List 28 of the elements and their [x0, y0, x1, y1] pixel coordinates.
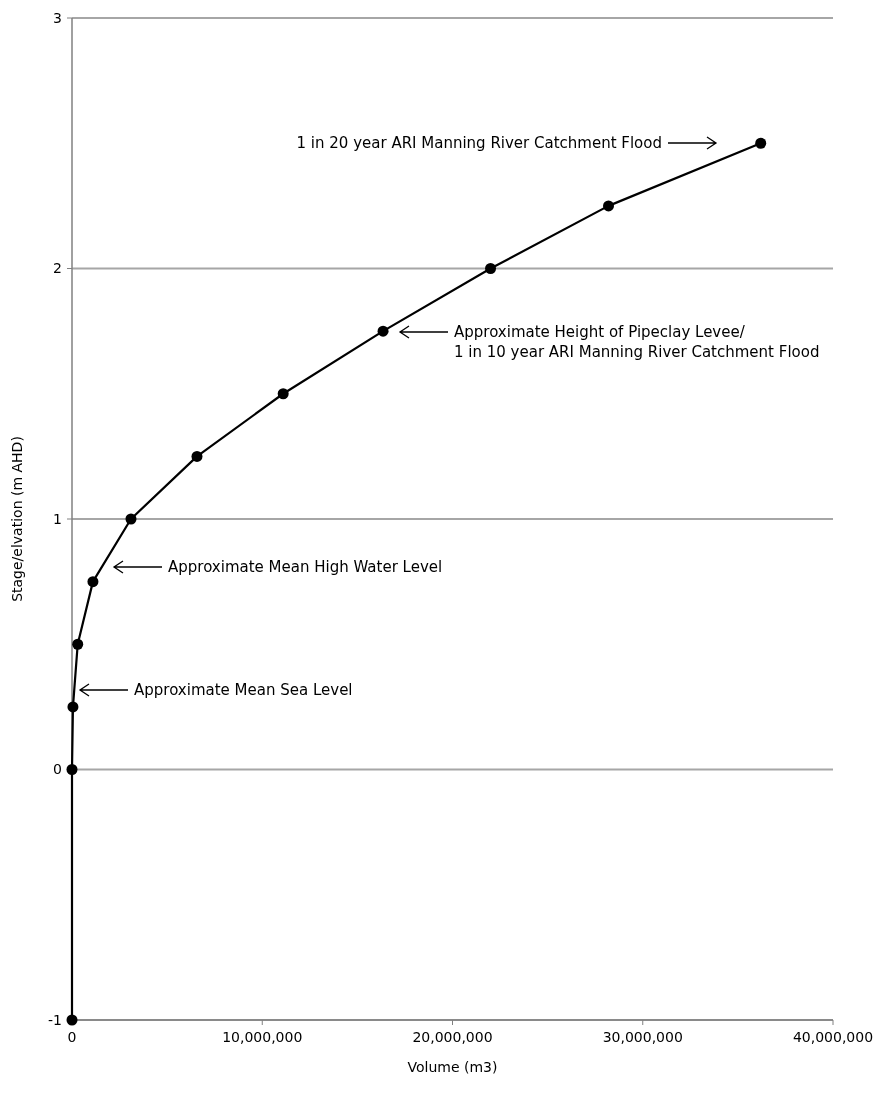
point — [87, 576, 99, 588]
point — [66, 764, 78, 775]
point — [66, 1014, 78, 1026]
point — [191, 450, 203, 462]
point — [125, 513, 137, 525]
y-tick-label: -1 — [48, 1011, 62, 1028]
x-tick-label: 40,000,000 — [792, 1029, 874, 1045]
x-tick-label: 0 — [67, 1029, 77, 1045]
y-tick-label: 2 — [53, 260, 62, 277]
point — [67, 701, 79, 713]
point — [603, 200, 615, 212]
x-axis-title: Volume (m3) — [407, 1059, 498, 1075]
y-tick-label: 3 — [53, 9, 62, 26]
y-axis-title: Stage/elvation (m AHD) — [9, 436, 25, 602]
y-tick-label: 1 — [53, 510, 62, 527]
point — [72, 638, 84, 650]
annotation: 1 in 20 year ARI Manning River Catchment Flood — [296, 134, 662, 153]
point — [377, 325, 389, 337]
annotation: Approximate Mean Sea Level — [134, 681, 353, 700]
y-tick-label: 0 — [53, 761, 62, 778]
point — [485, 263, 497, 274]
x-tick-label: 20,000,000 — [412, 1029, 493, 1045]
point — [755, 137, 767, 149]
annotation: Approximate Height of Pipeclay Levee/ 1 in 10 year ARI Manning River Catchment Flood — [454, 323, 820, 361]
annotation: Approximate Mean High Water Level — [168, 558, 443, 577]
point — [277, 388, 289, 400]
x-tick-label: 10,000,000 — [222, 1029, 303, 1045]
x-tick-label: 30,000,000 — [602, 1029, 683, 1045]
